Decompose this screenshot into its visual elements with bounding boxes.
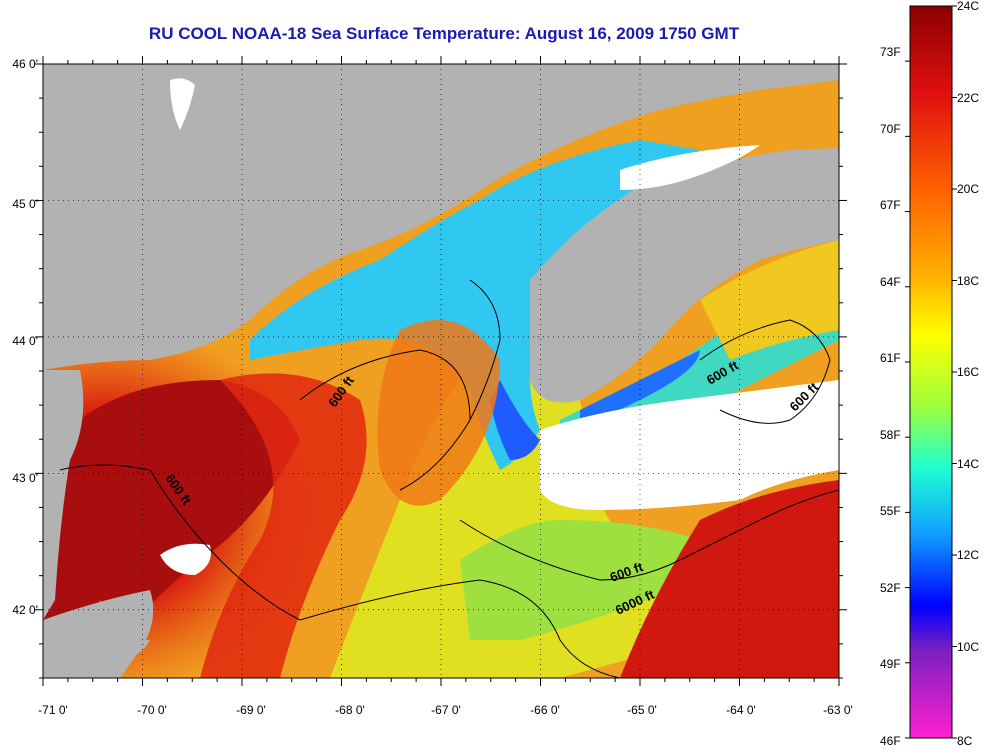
lon-label: -63 0' — [823, 703, 853, 717]
colorbar-f-label: 67F — [880, 198, 901, 212]
lon-label: -68 0' — [335, 703, 365, 717]
colorbar-c-label: 18C — [957, 274, 979, 288]
colorbar-f-label: 64F — [880, 275, 901, 289]
colorbar-f-label: 52F — [880, 581, 901, 595]
colorbar-f-label: 46F — [880, 734, 901, 748]
lon-label: -64 0' — [726, 703, 756, 717]
lon-label: -69 0' — [236, 703, 266, 717]
lat-label: 42 0' — [12, 603, 38, 617]
colorbar-f-label: 49F — [880, 657, 901, 671]
lat-label: 46 0' — [12, 57, 38, 71]
colorbar-c-label: 8C — [957, 734, 973, 748]
colorbar-f-label: 58F — [880, 428, 901, 442]
lon-label: -71 0' — [38, 703, 68, 717]
colorbar-c-label: 14C — [957, 457, 979, 471]
colorbar-c-label: 12C — [957, 548, 979, 562]
colorbar — [910, 6, 952, 738]
colorbar-c-label: 10C — [957, 640, 979, 654]
colorbar-c-label: 24C — [957, 0, 979, 13]
lon-label: -67 0' — [431, 703, 461, 717]
colorbar-f-label: 55F — [880, 504, 901, 518]
colorbar-c-label: 16C — [957, 365, 979, 379]
colorbar-f-label: 70F — [880, 122, 901, 136]
lat-label: 44 0' — [12, 334, 38, 348]
colorbar-f-label: 61F — [880, 351, 901, 365]
lat-label: 45 0' — [12, 197, 38, 211]
colorbar-f-label: 73F — [880, 45, 901, 59]
colorbar-c-label: 22C — [957, 91, 979, 105]
lon-label: -70 0' — [137, 703, 167, 717]
colorbar-c-label: 20C — [957, 182, 979, 196]
lon-label: -65 0' — [627, 703, 657, 717]
lon-label: -66 0' — [530, 703, 560, 717]
lat-label: 43 0' — [12, 471, 38, 485]
